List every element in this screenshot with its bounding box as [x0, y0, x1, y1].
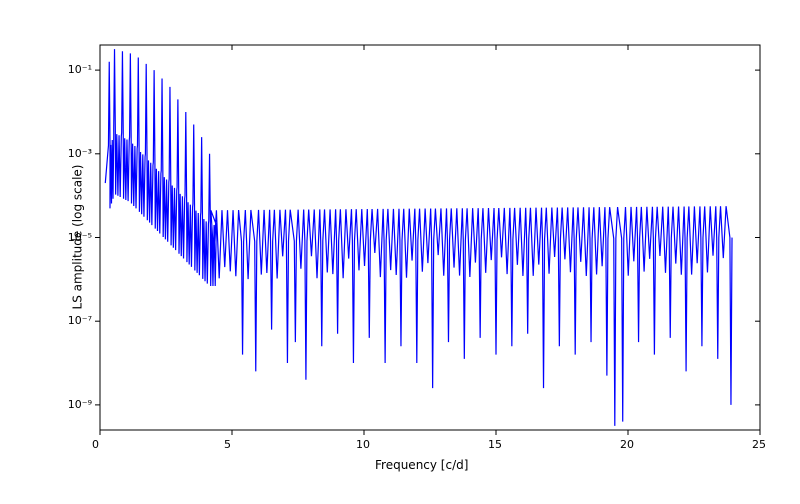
y-tick-label: 10⁻⁵ — [68, 231, 92, 244]
periodogram-line — [105, 49, 732, 426]
x-axis-label: Frequency [c/d] — [375, 458, 468, 472]
y-tick-label: 10⁻¹ — [68, 63, 92, 76]
x-tick-label: 20 — [620, 438, 634, 451]
chart-canvas — [0, 0, 800, 500]
y-tick-label: 10⁻⁹ — [68, 398, 92, 411]
x-tick-label: 15 — [488, 438, 502, 451]
y-tick-label: 10⁻⁷ — [68, 314, 92, 327]
x-tick-label: 10 — [356, 438, 370, 451]
periodogram-chart: Frequency [c/d] LS amplitude (log scale)… — [0, 0, 800, 500]
x-tick-label: 5 — [224, 438, 231, 451]
x-tick-label: 25 — [752, 438, 766, 451]
x-tick-label: 0 — [92, 438, 99, 451]
y-tick-label: 10⁻³ — [68, 147, 92, 160]
